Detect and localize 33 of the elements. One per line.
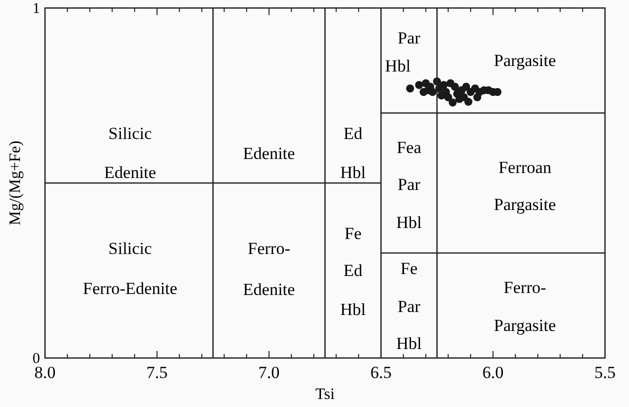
x-tick-label: 6.0 bbox=[482, 363, 504, 382]
annotation: Pargasite bbox=[494, 316, 556, 336]
x-axis-title: Tsi bbox=[315, 386, 336, 403]
annotation: Ferro- bbox=[248, 239, 291, 258]
annotation: Fe bbox=[400, 259, 418, 278]
annotation: Ferro- bbox=[504, 278, 546, 297]
annotation: Pargasite bbox=[494, 51, 556, 70]
annotation: Fea bbox=[396, 138, 422, 157]
annotation: Hbl bbox=[340, 163, 366, 182]
annotation: Hbl bbox=[340, 300, 366, 319]
annotation: Ferro-Edenite bbox=[82, 278, 178, 298]
annotation: Silicic bbox=[108, 239, 152, 258]
x-tick-label: 5.5 bbox=[594, 363, 616, 382]
annotation: Hbl bbox=[385, 56, 411, 76]
annotation: Fe bbox=[344, 224, 362, 243]
annotation: Par bbox=[398, 28, 421, 48]
annotation: Pargasite bbox=[494, 194, 556, 214]
annotation: Hbl bbox=[396, 334, 422, 353]
annotation: Edenite bbox=[243, 144, 295, 163]
x-tick-label: 7.0 bbox=[258, 363, 280, 382]
annotation: Silicic bbox=[108, 124, 152, 143]
annotation: Par bbox=[398, 175, 421, 194]
y-axis-title: Mg/(Mg+Fe) bbox=[7, 140, 24, 226]
annotation: Par bbox=[398, 296, 421, 316]
annotation: Edenite bbox=[243, 280, 295, 299]
annotation: Ed bbox=[344, 124, 363, 143]
x-tick-label: 6.5 bbox=[370, 363, 392, 382]
annotation: Ed bbox=[344, 261, 363, 280]
y-tick-label: 1 bbox=[32, 1, 40, 17]
annotation: Ferroan bbox=[498, 158, 552, 177]
x-tick-label: 7.5 bbox=[146, 363, 168, 382]
annotation: Edenite bbox=[104, 163, 156, 182]
annotation: Hbl bbox=[396, 212, 422, 232]
